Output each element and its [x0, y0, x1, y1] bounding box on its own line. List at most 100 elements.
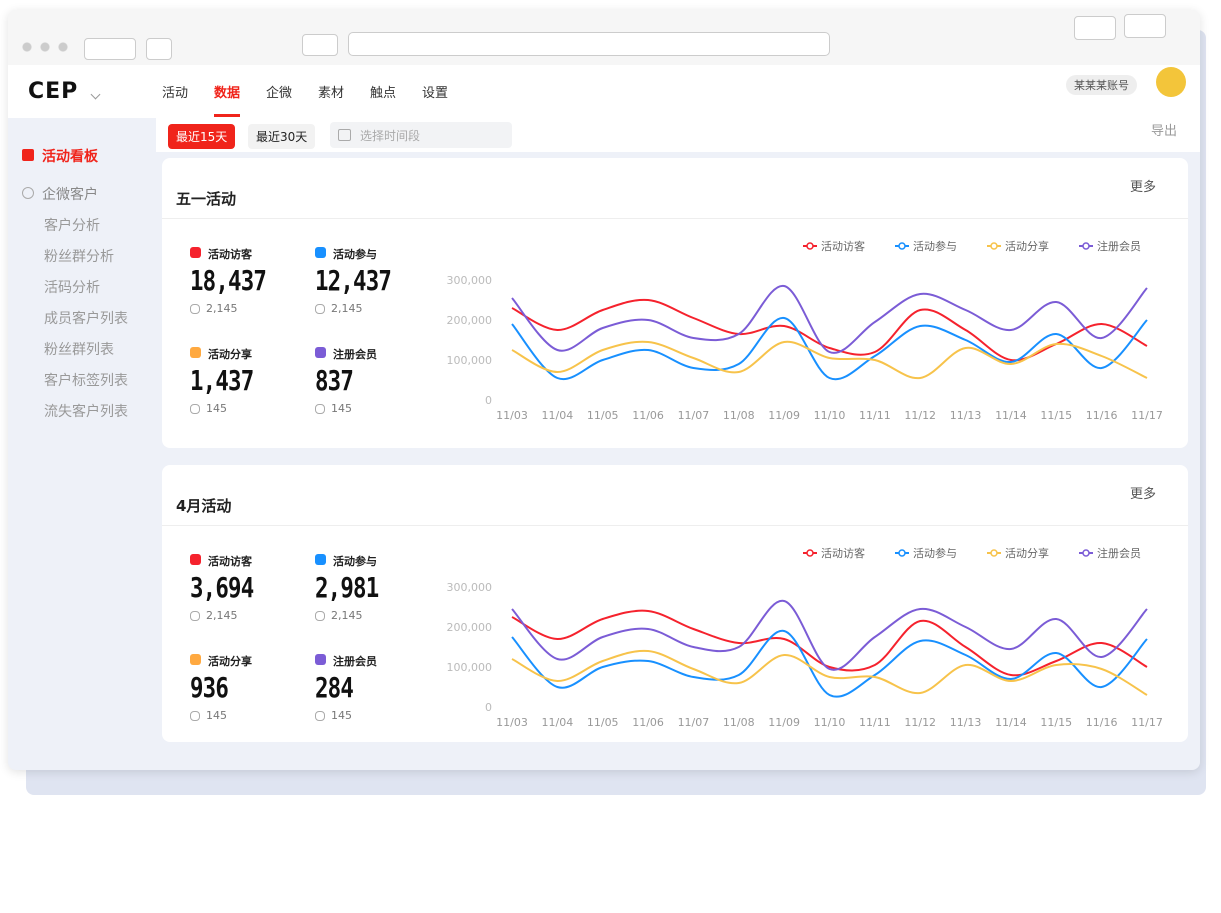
sidebar-toggle[interactable]	[146, 38, 172, 60]
x-tick-label: 11/07	[678, 409, 710, 422]
series-line	[511, 629, 1148, 698]
delta-icon	[190, 404, 200, 414]
delta-icon	[315, 611, 325, 621]
stat-label: 活动分享	[208, 348, 252, 361]
more-link[interactable]: 更多	[1130, 487, 1157, 502]
menu-icon	[22, 149, 34, 161]
x-tick-label: 11/03	[496, 409, 528, 422]
sidebar: 活动看板企微客户客户分析粉丝群分析活码分析成员客户列表 粉丝群列表客户标签列表 流失…	[8, 118, 156, 770]
series-line	[511, 284, 1148, 354]
y-tick-label: 0	[485, 394, 492, 407]
x-tick-label: 11/06	[632, 409, 664, 422]
x-tick-label: 11/11	[859, 409, 891, 422]
series-line	[511, 317, 1148, 381]
nav-item[interactable]: 企微	[266, 86, 293, 101]
menu-item[interactable]: 企微客户	[42, 187, 98, 203]
panel: 4月活动 更多 活动访客 3,694 2,145 活动参与 2,981 2,145 活动分享 93…	[162, 465, 1188, 742]
main: 五一活动 更多 活动访客 18,437 2,145 活动参与 12,437 2,145 活动分享…	[8, 10, 1200, 770]
stat-value: 284	[315, 671, 354, 704]
legend-marker	[898, 549, 906, 557]
stat-delta: 145	[206, 709, 227, 722]
menu-item[interactable]: 流失客户列表	[44, 404, 128, 420]
panel: 五一活动 更多 活动访客 18,437 2,145 活动参与 12,437 2,145 活动分享…	[162, 158, 1188, 448]
nav-item[interactable]: 素材	[318, 86, 345, 101]
date-placeholder: 选择时间段	[360, 129, 421, 143]
stat-icon	[190, 654, 201, 665]
shield-button[interactable]	[302, 34, 338, 56]
avatar[interactable]	[1156, 67, 1186, 97]
stat-value: 837	[315, 364, 354, 397]
menu-item[interactable]: 成员客户列表	[44, 311, 128, 327]
stat-delta: 2,145	[331, 302, 363, 315]
x-tick-label: 11/09	[768, 409, 800, 422]
account[interactable]: 某某某账号	[1066, 75, 1137, 95]
delta-icon	[190, 611, 200, 621]
stat-label: 活动访客	[208, 555, 252, 568]
menu-item[interactable]: 活动看板	[42, 149, 98, 165]
stat-icon	[190, 554, 201, 565]
nav-item[interactable]: 数据	[214, 86, 241, 101]
stat-label: 活动分享	[208, 655, 252, 668]
toolbar: 最近15天 最近30天 选择时间段 导出	[156, 118, 1200, 152]
x-tick-label: 11/04	[542, 409, 574, 422]
y-tick-label: 100,000	[447, 354, 493, 367]
x-tick-label: 11/10	[814, 716, 846, 729]
line-chart: 0 100,000 200,000 300,000 11/03 11/04 11/05 11/…	[447, 546, 1163, 729]
x-tick-label: 11/07	[678, 716, 710, 729]
url-bar[interactable]	[348, 32, 830, 56]
y-tick-label: 200,000	[447, 314, 493, 327]
legend-marker	[806, 549, 814, 557]
window-buttons[interactable]	[22, 42, 74, 52]
nav-item[interactable]: 活动	[162, 86, 189, 101]
share-button[interactable]	[1074, 16, 1116, 40]
stat-value: 2,981	[315, 571, 379, 604]
menu-item[interactable]: 活码分析	[44, 280, 100, 296]
stat-delta: 2,145	[331, 609, 363, 622]
legend-label: 注册会员	[1097, 239, 1141, 253]
legend-marker	[1082, 549, 1090, 557]
x-tick-label: 11/08	[723, 409, 755, 422]
range-button[interactable]: 最近30天	[248, 124, 316, 149]
x-tick-label: 11/11	[859, 716, 891, 729]
nav-item[interactable]: 设置	[422, 86, 449, 101]
menu-item[interactable]: 粉丝群分析	[44, 249, 114, 265]
stat-delta: 2,145	[206, 609, 238, 622]
x-tick-label: 11/17	[1131, 409, 1163, 422]
series-line	[511, 649, 1148, 696]
logo: CEP	[28, 79, 79, 104]
nav-buttons[interactable]	[84, 38, 136, 60]
stat-icon	[315, 554, 326, 565]
nav-item[interactable]: 触点	[370, 86, 397, 101]
export[interactable]: 导出	[1151, 124, 1178, 139]
tabs-button[interactable]	[1124, 14, 1166, 38]
series-line	[511, 298, 1148, 362]
date-picker[interactable]: 选择时间段	[330, 122, 512, 148]
stat-label: 活动参与	[333, 555, 377, 568]
range-button[interactable]: 最近15天	[168, 124, 236, 149]
legend-marker	[990, 242, 998, 250]
menu-item[interactable]: 客户分析	[44, 218, 100, 234]
menu-item[interactable]: 客户标签列表	[44, 373, 128, 389]
legend-label: 活动分享	[1005, 239, 1049, 253]
stat-value: 1,437	[190, 364, 254, 397]
menu-item[interactable]: 粉丝群列表	[44, 342, 114, 358]
y-tick-label: 100,000	[447, 661, 493, 674]
series-line	[511, 599, 1148, 671]
legend-label: 注册会员	[1097, 546, 1141, 560]
x-tick-label: 11/04	[542, 716, 574, 729]
x-tick-label: 11/05	[587, 409, 619, 422]
stat-label: 活动访客	[208, 248, 252, 261]
x-tick-label: 11/05	[587, 716, 619, 729]
stat-icon	[190, 347, 201, 358]
app-header: CEP 活动 数据 企微 素材 触点 设置 某某某账号	[8, 65, 1200, 118]
more-link[interactable]: 更多	[1130, 180, 1157, 195]
panel-title: 4月活动	[176, 497, 232, 515]
series-line	[511, 609, 1148, 677]
logo-caret	[90, 89, 101, 100]
legend-label: 活动分享	[1005, 546, 1049, 560]
calendar-icon	[338, 129, 351, 141]
delta-icon	[190, 304, 200, 314]
divider	[162, 525, 1188, 526]
x-tick-label: 11/13	[950, 716, 982, 729]
